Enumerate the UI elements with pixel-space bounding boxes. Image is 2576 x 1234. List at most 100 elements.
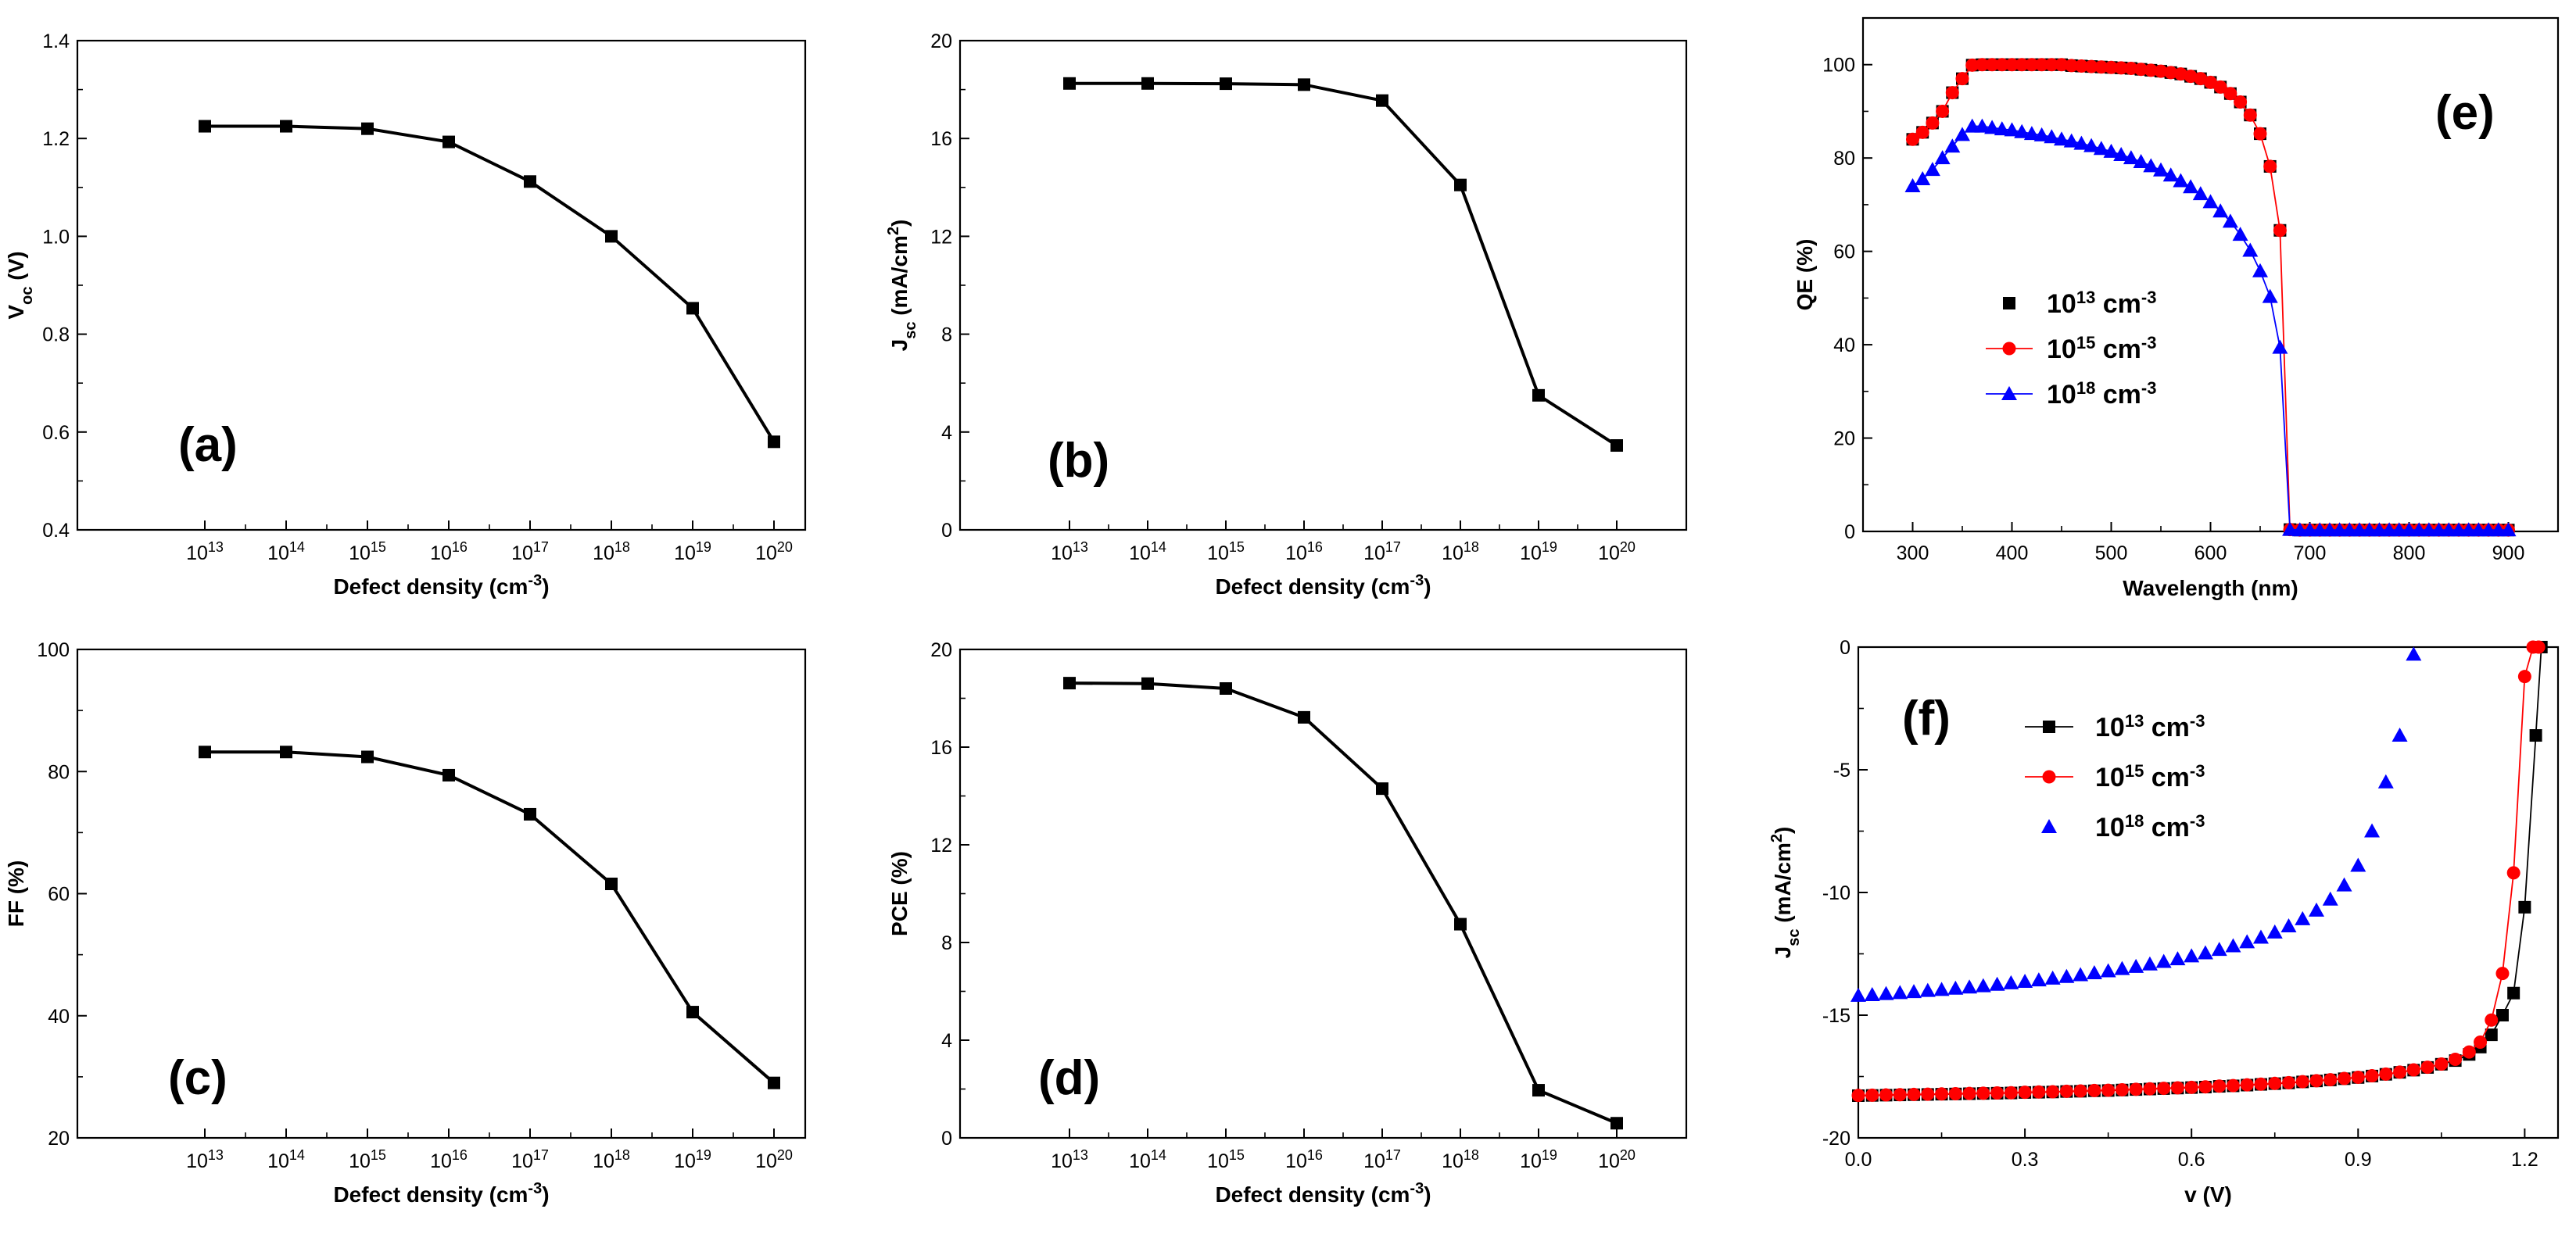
data-point: [2232, 227, 2248, 241]
y-tick-label: -10: [1822, 882, 1850, 904]
y-tick-label: 0: [941, 520, 952, 542]
data-point: [2281, 1075, 2295, 1089]
x-tick-label: 1016: [430, 539, 468, 564]
data-point: [2252, 929, 2269, 944]
data-point: [2035, 58, 2049, 72]
x-tick-label: 300: [1897, 542, 1929, 564]
data-point: [2517, 670, 2531, 684]
panel-label: (d): [1038, 1051, 1100, 1105]
data-point: [2173, 67, 2187, 81]
data-point: [2420, 522, 2437, 537]
data-point: [2240, 1078, 2254, 1092]
data-point: [1935, 1087, 1949, 1101]
panel-f: -20 -15 -10 -5 0 0.0 0.3 0.6 0.9 1.2 v (V) Jsc (mA/…: [1768, 637, 2560, 1207]
data-point: [1954, 127, 1970, 141]
x-tick-label: 900: [2492, 542, 2525, 564]
data-point: [2263, 159, 2277, 173]
y-tick-label: 100: [1822, 55, 1855, 77]
series-line: [205, 124, 776, 443]
data-point: [1376, 94, 1388, 107]
x-tick-label: 1018: [1442, 1147, 1479, 1172]
panel-e: 0 20 40 60 80 100 300 400 500 600 700 800 900 Wavelen…: [1793, 16, 2560, 600]
data-point: [2225, 938, 2241, 953]
y-axis-label: Jsc (mA/cm2): [1768, 827, 1803, 959]
data-point: [2113, 147, 2130, 162]
data-point: [2033, 127, 2050, 141]
data-point: [524, 175, 536, 188]
data-point: [2054, 131, 2069, 146]
data-point: [2074, 59, 2088, 73]
series-1: [1851, 640, 2546, 1103]
data-point: [2379, 1067, 2393, 1081]
data-point: [2262, 288, 2278, 303]
data-point: [2490, 522, 2506, 537]
panel-label: (f): [1902, 692, 1951, 746]
data-point: [1990, 1086, 2005, 1100]
y-tick-label: 1.4: [42, 30, 70, 52]
x-tick-label: 1.2: [2511, 1149, 2538, 1171]
data-point: [2086, 964, 2102, 979]
x-tick-label: 1014: [267, 1147, 305, 1172]
data-point: [2377, 774, 2394, 789]
data-point: [2226, 1078, 2240, 1093]
x-tick-label: 1016: [1285, 539, 1323, 564]
data-point: [1141, 677, 1154, 690]
series-0: [1063, 77, 1623, 452]
data-point: [2500, 522, 2517, 537]
data-point: [1955, 72, 1969, 86]
x-tick-label: 1019: [674, 1147, 711, 1172]
data-point: [199, 746, 211, 759]
data-point: [1454, 178, 1467, 191]
x-tick-label: 1020: [755, 539, 793, 564]
x-tick-label: 1017: [1363, 539, 1401, 564]
data-point: [2014, 123, 2030, 138]
legend-marker: [2002, 342, 2016, 356]
data-point: [1906, 984, 1922, 999]
data-point: [1962, 979, 1978, 994]
series-2: [1904, 118, 2517, 537]
data-point: [2084, 59, 2098, 73]
data-point: [2063, 133, 2080, 148]
x-tick-label: 1018: [1442, 539, 1479, 564]
data-point: [2529, 729, 2542, 742]
data-point: [2268, 1076, 2282, 1090]
x-tick-label: 0.3: [2012, 1149, 2039, 1171]
data-point: [2202, 194, 2219, 209]
panel-label: (c): [168, 1051, 228, 1105]
data-point: [2406, 646, 2422, 661]
x-tick-label: 1013: [1051, 539, 1088, 564]
data-point: [2154, 64, 2168, 78]
data-point: [2411, 522, 2427, 537]
y-tick-label: 60: [1833, 241, 1855, 263]
data-point: [2213, 80, 2227, 94]
data-point: [2338, 1071, 2352, 1086]
data-point: [2341, 522, 2358, 537]
x-tick-label: 1015: [1207, 539, 1245, 564]
data-point: [1063, 677, 1076, 690]
data-point: [2073, 1084, 2087, 1098]
x-tick-label: 1019: [674, 539, 711, 564]
x-tick-label: 0.0: [1845, 1149, 1872, 1171]
data-point: [1975, 978, 1991, 993]
data-point: [361, 122, 374, 135]
data-point: [1934, 150, 1951, 165]
data-point: [199, 120, 211, 133]
data-point: [686, 302, 699, 315]
series-0: [199, 746, 780, 1089]
panel-b: 0 4 8 12 16 20 1013 1014 1015 1016 1017 1018 1019 102…: [885, 30, 1688, 599]
data-point: [1141, 77, 1154, 90]
data-point: [524, 807, 536, 821]
data-point: [2184, 948, 2200, 963]
data-point: [280, 746, 292, 759]
y-tick-label: 0: [941, 1128, 952, 1150]
y-tick-label: 80: [1833, 148, 1855, 170]
data-point: [2046, 1085, 2060, 1099]
series-0: [199, 120, 780, 449]
data-point: [2094, 60, 2108, 74]
series-line: [1858, 646, 2539, 1096]
x-tick-label: 400: [1996, 542, 2029, 564]
x-tick-label: 1018: [593, 1147, 630, 1172]
data-point: [1220, 682, 1232, 695]
x-tick-label: 600: [2194, 542, 2227, 564]
data-point: [2451, 522, 2467, 537]
